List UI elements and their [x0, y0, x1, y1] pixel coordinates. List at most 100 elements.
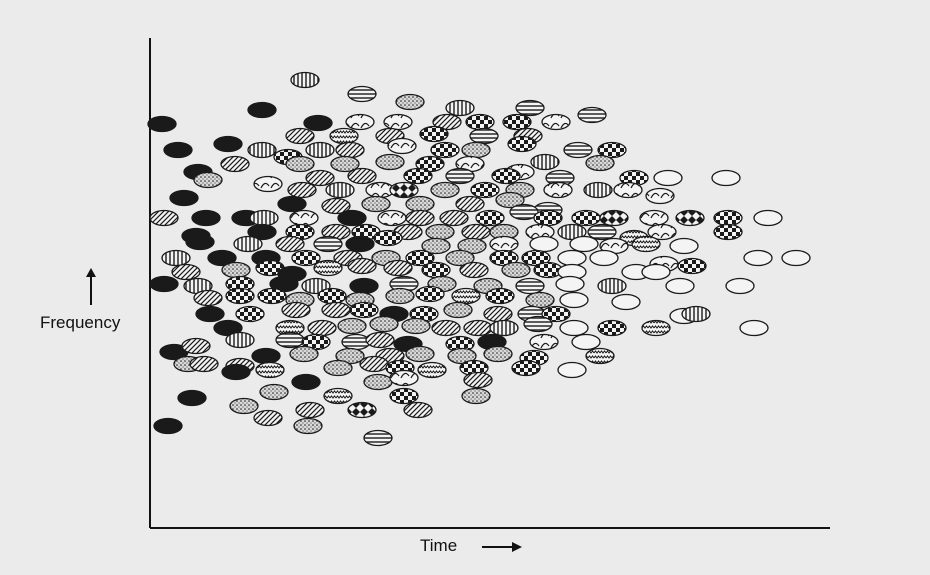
patterned-dot-dots [483, 345, 513, 363]
patterned-dot-diag [193, 289, 223, 307]
patterned-dot-hstripe [523, 315, 553, 333]
hollow-dot [669, 237, 699, 255]
patterned-dot-diag [149, 209, 179, 227]
patterned-dot-diag [321, 197, 351, 215]
patterned-dot-diag [287, 181, 317, 199]
patterned-dot-check [419, 125, 449, 143]
hollow-dot [653, 169, 683, 187]
y-axis-label: Frequency [40, 313, 121, 332]
hollow-dot [559, 319, 589, 337]
patterned-dot-zig [631, 235, 661, 253]
patterned-dot-dots [395, 93, 425, 111]
patterned-dot-dots [430, 181, 460, 199]
solid-dot [213, 135, 243, 153]
solid-dot [169, 189, 199, 207]
patterned-dot-dots [421, 237, 451, 255]
patterned-dot-vstripe [233, 235, 263, 253]
patterned-dot-diag [307, 319, 337, 337]
patterned-dot-swirl [529, 333, 559, 351]
patterned-dot-vstripe [305, 141, 335, 159]
patterned-dot-check [491, 167, 521, 185]
patterned-dot-check [485, 287, 515, 305]
patterned-dot-dots [461, 387, 491, 405]
patterned-dot-hstripe [515, 99, 545, 117]
patterned-dot-check [349, 301, 379, 319]
up-arrow-icon [86, 268, 96, 305]
patterned-dot-swirl [253, 175, 283, 193]
patterned-dot-check [415, 285, 445, 303]
patterned-dot-diag [359, 355, 389, 373]
patterned-dot-check [465, 113, 495, 131]
patterned-dot-hstripe [275, 331, 305, 349]
patterned-dot-dots [293, 417, 323, 435]
patterned-dot-diag [347, 257, 377, 275]
patterned-dot-diag [189, 355, 219, 373]
hollow-dot [739, 319, 769, 337]
patterned-dot-check [291, 249, 321, 267]
patterned-dot-diag [281, 301, 311, 319]
patterned-dot-check [235, 305, 265, 323]
patterned-dot-hstripe [347, 85, 377, 103]
solid-dot [147, 115, 177, 133]
hollow-dot [725, 277, 755, 295]
patterned-dot-check [225, 287, 255, 305]
patterned-dot-diamond [675, 209, 705, 227]
patterned-dot-vstripe [161, 249, 191, 267]
patterned-dot-dots [443, 301, 473, 319]
patterned-dot-diag [461, 223, 491, 241]
solid-dot [207, 249, 237, 267]
patterned-dot-swirl [541, 113, 571, 131]
patterned-dot-check [475, 209, 505, 227]
patterned-dot-check [677, 257, 707, 275]
solid-dot [153, 417, 183, 435]
solid-dot [149, 275, 179, 293]
patterned-dot-diag [253, 409, 283, 427]
patterned-dot-swirl [387, 137, 417, 155]
hollow-dot [743, 249, 773, 267]
patterned-dot-diag [365, 331, 395, 349]
patterned-dot-diag [383, 259, 413, 277]
patterned-dot-check [713, 223, 743, 241]
patterned-dot-diag [405, 209, 435, 227]
patterned-dot-dots [259, 383, 289, 401]
patterned-dot-diag [432, 113, 462, 131]
solid-dot [303, 114, 333, 132]
patterned-dot-vstripe [583, 181, 613, 199]
patterned-dot-vstripe [247, 141, 277, 159]
patterned-dot-swirl [543, 181, 573, 199]
solid-dot [337, 209, 367, 227]
patterned-dot-diag [335, 141, 365, 159]
patterned-dot-vstripe [597, 277, 627, 295]
hollow-dot [781, 249, 811, 267]
patterned-dot-dots [375, 153, 405, 171]
patterned-dot-dots [461, 141, 491, 159]
patterned-dot-check [389, 387, 419, 405]
solid-dot [291, 373, 321, 391]
patterned-dot-vstripe [681, 305, 711, 323]
patterned-dot-zig [417, 361, 447, 379]
patterned-dot-vstripe [530, 153, 560, 171]
patterned-dot-dots [363, 373, 393, 391]
patterned-dot-dots [495, 191, 525, 209]
hollow-dot [555, 275, 585, 293]
right-arrow-icon [482, 542, 522, 552]
solid-dot [177, 389, 207, 407]
patterned-dot-hstripe [587, 223, 617, 241]
hollow-dot [641, 263, 671, 281]
hollow-dot [589, 249, 619, 267]
patterned-dot-diamond [347, 401, 377, 419]
patterned-dot-dots [385, 287, 415, 305]
patterned-dot-check [533, 209, 563, 227]
patterned-dot-swirl [377, 209, 407, 227]
patterned-dot-diag [459, 261, 489, 279]
hollow-dot [569, 235, 599, 253]
solid-dot [251, 347, 281, 365]
patterned-dot-hstripe [313, 235, 343, 253]
patterned-dot-diag [171, 263, 201, 281]
patterned-dot-check [257, 287, 287, 305]
patterned-dot-zig [255, 361, 285, 379]
patterned-dot-dots [330, 155, 360, 173]
patterned-dot-swirl [389, 369, 419, 387]
solid-dot [247, 223, 277, 241]
patterned-dot-diamond [599, 209, 629, 227]
